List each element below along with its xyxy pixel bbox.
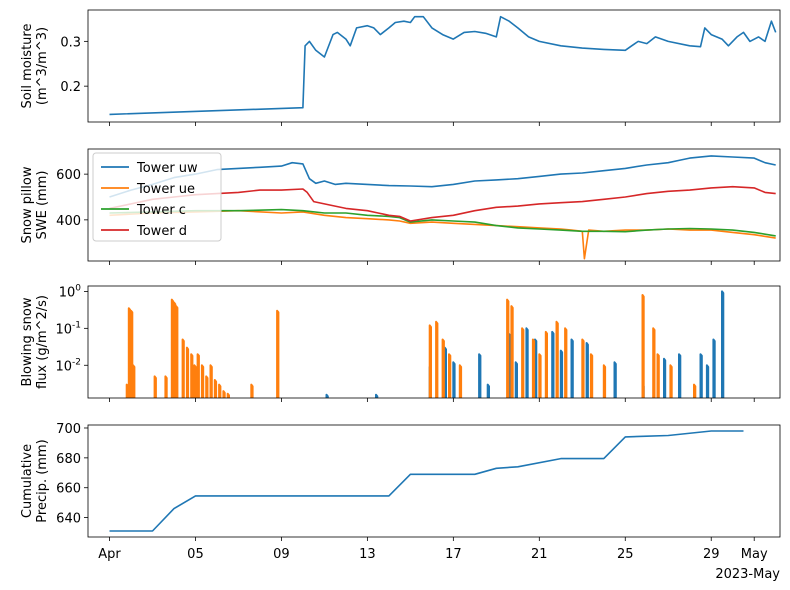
y-tick-label: 680 xyxy=(56,452,81,467)
series-line-cumulative-precip- xyxy=(109,430,744,532)
y-axis-label: Blowing snow xyxy=(20,297,35,386)
y-axis-label: Cumulative xyxy=(20,444,35,518)
series-line-tower-ue xyxy=(125,294,697,398)
series-group xyxy=(109,15,777,116)
y-tick-label: 10-1 xyxy=(55,320,81,337)
axes-frame xyxy=(87,424,781,538)
y-axis-label: flux (g/m^2/s) xyxy=(35,295,50,389)
series-group xyxy=(109,430,744,532)
y-tick-label: 100 xyxy=(59,283,82,300)
legend-entry: Tower uw xyxy=(136,161,198,176)
x-tick-label: 25 xyxy=(617,547,634,562)
panel-soil-moisture: 0.2 0.3 Soil moisture (m^3/m^3) xyxy=(20,9,781,126)
series-line-soil-moisture xyxy=(109,15,777,116)
y-tick-label: 640 xyxy=(56,512,81,527)
x-tick-label: May xyxy=(741,547,768,562)
y-tick-label: 10-2 xyxy=(55,357,81,374)
panel-cumulative-precip: 640 660 680 700 Apr 05 09 13 17 21 25 29 May Cumulati… xyxy=(20,422,781,562)
x-tick-label: 29 xyxy=(703,547,720,562)
y-tick-label: 0.3 xyxy=(60,35,81,50)
legend-entry: Tower ue xyxy=(136,182,195,197)
y-tick-label: 600 xyxy=(56,168,81,183)
y-axis-label: Snow pillow xyxy=(20,166,35,243)
y-axis-label: SWE (mm) xyxy=(35,171,50,240)
legend: Tower uw Tower ue Tower c Tower d xyxy=(92,152,222,242)
axes-frame xyxy=(87,285,781,399)
y-tick-label: 660 xyxy=(56,482,81,497)
series-line-tower-d xyxy=(109,185,776,222)
axes-frame xyxy=(87,9,781,123)
y-axis-label: Soil moisture xyxy=(20,24,35,109)
x-tick-label: Apr xyxy=(98,547,121,562)
x-tick-label: 09 xyxy=(273,547,290,562)
y-axis-label: Precip. (mm) xyxy=(35,439,50,522)
series-line-tower-c xyxy=(109,208,776,237)
y-tick-label: 700 xyxy=(56,422,81,437)
y-tick-label: 0.2 xyxy=(60,80,81,95)
legend-entry: Tower d xyxy=(136,224,187,239)
x-tick-label: 21 xyxy=(531,547,548,562)
series-group xyxy=(109,155,776,260)
axes-frame xyxy=(87,148,781,262)
y-axis-label: (m^3/m^3) xyxy=(35,27,50,105)
x-tick-label: 17 xyxy=(445,547,462,562)
legend-entry: Tower c xyxy=(136,203,186,218)
panel-blowing-snow-flux: 10-2 10-1 100 Blowing snow flux (g/m^2/s) xyxy=(20,283,781,402)
series-group xyxy=(125,290,725,398)
x-offset-label: 2023-May xyxy=(715,567,780,582)
legend-box xyxy=(92,152,222,242)
x-tick-label: 13 xyxy=(359,547,376,562)
x-tick-label: 05 xyxy=(187,547,204,562)
y-tick-label: 400 xyxy=(56,214,81,229)
series-line-tower-uw xyxy=(109,155,776,198)
series-line-tower-uw xyxy=(325,290,725,398)
